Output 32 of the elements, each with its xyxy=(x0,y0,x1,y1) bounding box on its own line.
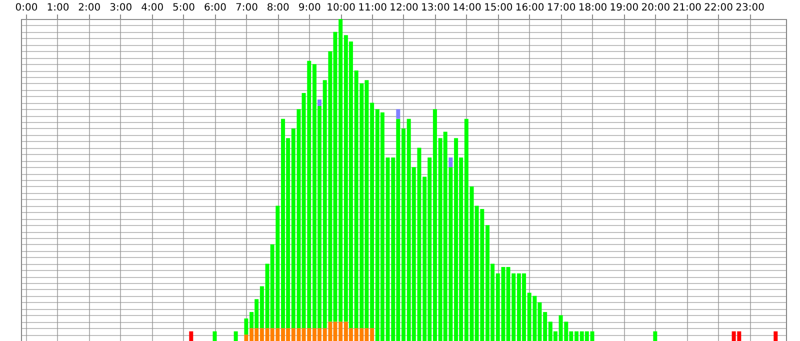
x-tick-label: 1:00 xyxy=(46,2,70,14)
x-tick-label: 6:00 xyxy=(204,2,226,14)
x-tick-label: 5:00 xyxy=(172,2,196,14)
x-tick-label: 10:00 xyxy=(326,2,356,14)
x-tick-label: 9:00 xyxy=(298,2,321,14)
bar xyxy=(396,109,400,119)
x-tick-label: 22:00 xyxy=(704,2,733,14)
bar xyxy=(212,331,217,341)
x-tick-label: 0:00 xyxy=(15,2,38,14)
x-tick-label: 7:00 xyxy=(235,2,258,14)
x-tick-label: 15:00 xyxy=(484,2,513,14)
x-tick-label: 12:00 xyxy=(390,2,418,14)
x-tick-label: 11:00 xyxy=(358,2,387,14)
bar xyxy=(318,100,322,106)
bar xyxy=(234,331,238,341)
bar xyxy=(448,157,453,168)
x-tick-label: 21:00 xyxy=(672,2,702,14)
x-tick-label: 14:00 xyxy=(452,2,482,14)
x-tick-label: 3:00 xyxy=(110,2,132,14)
x-tick-label: 18:00 xyxy=(578,2,608,14)
x-tick-label: 19:00 xyxy=(610,2,639,14)
x-tick-label: 20:00 xyxy=(641,2,670,14)
x-tick-label: 13:00 xyxy=(421,2,450,14)
x-tick-label: 23:00 xyxy=(736,2,764,14)
bar xyxy=(189,331,194,341)
bar xyxy=(774,331,778,341)
x-tick-label: 8:00 xyxy=(266,2,290,14)
x-tick-label: 4:00 xyxy=(141,2,164,14)
x-tick-label: 2:00 xyxy=(78,2,101,14)
x-tick-label: 17:00 xyxy=(546,2,576,14)
bar xyxy=(653,331,658,341)
x-tick-label: 16:00 xyxy=(515,2,544,14)
